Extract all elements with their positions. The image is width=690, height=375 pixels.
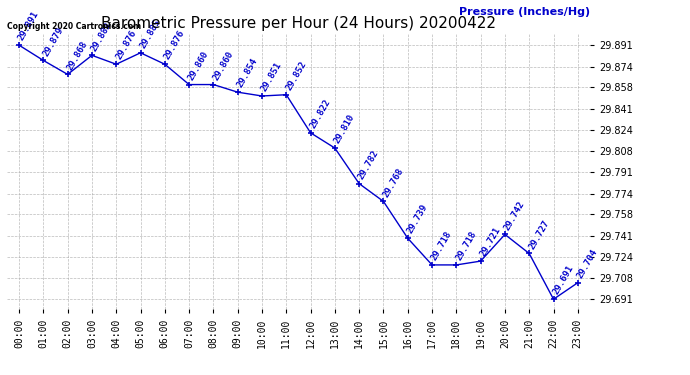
- Text: 29.718: 29.718: [430, 230, 454, 262]
- Text: 29.822: 29.822: [308, 98, 333, 130]
- Text: 29.891: 29.891: [17, 10, 41, 42]
- Text: 29.885: 29.885: [138, 18, 162, 50]
- Title: Barometric Pressure per Hour (24 Hours) 20200422: Barometric Pressure per Hour (24 Hours) …: [101, 16, 496, 31]
- Text: 29.851: 29.851: [259, 61, 284, 93]
- Text: 29.727: 29.727: [527, 218, 551, 251]
- Text: 29.782: 29.782: [357, 148, 381, 181]
- Text: Copyright 2020 Cartronics.com: Copyright 2020 Cartronics.com: [7, 22, 141, 31]
- Text: 29.718: 29.718: [454, 230, 478, 262]
- Text: 29.868: 29.868: [66, 39, 89, 72]
- Text: 29.876: 29.876: [114, 29, 138, 62]
- Text: 29.742: 29.742: [503, 199, 526, 232]
- Text: 29.691: 29.691: [551, 264, 575, 296]
- Text: 29.883: 29.883: [90, 20, 114, 53]
- Text: 29.879: 29.879: [41, 25, 65, 58]
- Text: 29.852: 29.852: [284, 60, 308, 92]
- Text: Pressure (Inches/Hg): Pressure (Inches/Hg): [459, 7, 590, 17]
- Text: 29.854: 29.854: [235, 57, 259, 89]
- Text: 29.739: 29.739: [406, 203, 429, 236]
- Text: 29.810: 29.810: [333, 113, 357, 145]
- Text: 29.860: 29.860: [187, 50, 210, 82]
- Text: 29.768: 29.768: [381, 166, 405, 199]
- Text: 29.721: 29.721: [478, 226, 502, 258]
- Text: 29.704: 29.704: [575, 248, 600, 280]
- Text: 29.876: 29.876: [163, 29, 186, 62]
- Text: 29.860: 29.860: [211, 50, 235, 82]
